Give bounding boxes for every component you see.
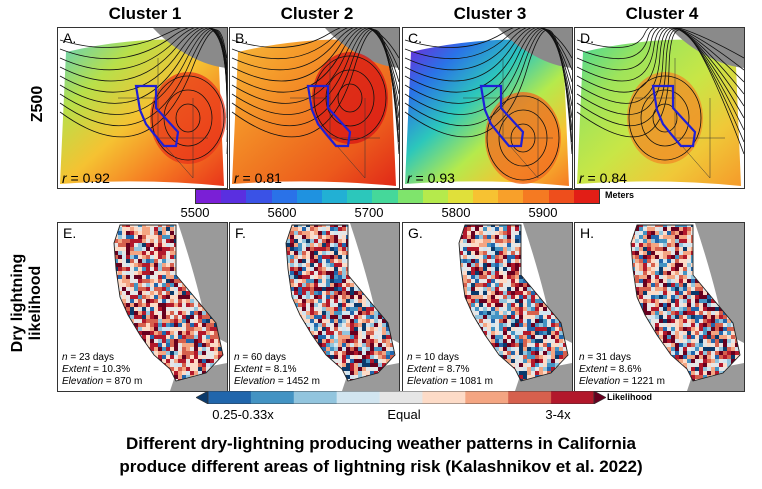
cluster-2-title: Cluster 2 xyxy=(280,4,354,23)
lightning-map-h xyxy=(575,223,744,391)
z500-colorbar xyxy=(195,189,600,204)
panel-stats: n = 60 days Extent = 8.1% Elevation = 14… xyxy=(234,352,320,387)
correlation-value: r = 0.81 xyxy=(234,170,282,186)
panel-label: F. xyxy=(235,225,246,241)
caption-line-2: produce different areas of lightning ris… xyxy=(119,457,643,476)
likelihood-high-label: 3-4x xyxy=(545,407,571,422)
lightning-panel-e: E. n = 23 days Extent = 10.3% Elevation … xyxy=(57,222,228,392)
z500-colorbar-swatch xyxy=(196,190,222,203)
z500-map-d xyxy=(576,28,744,187)
california-outline xyxy=(285,224,396,382)
california-outline xyxy=(651,84,697,148)
lightning-map-g xyxy=(403,223,572,391)
likelihood-mid-label: Equal xyxy=(387,407,421,422)
z500-panel-c: C. r = 0.93 xyxy=(402,27,573,189)
panel-label: E. xyxy=(63,225,77,241)
likelihood-colorbar-swatch xyxy=(465,391,509,404)
z500-row-label: Z500 xyxy=(29,85,46,123)
likelihood-colorbar-swatch xyxy=(250,391,295,404)
z500-colorbar-swatch xyxy=(246,190,272,203)
z500-colorbar-swatch xyxy=(347,190,373,203)
z500-map-c xyxy=(404,28,572,187)
panel-label: G. xyxy=(408,225,423,241)
z500-colorbar-swatch xyxy=(573,190,599,203)
z500-colorbar-swatch xyxy=(296,190,322,203)
lightning-row-label-line1: Dry lightning xyxy=(9,253,26,353)
z500-colorbar-swatch xyxy=(422,190,448,203)
cluster-3-title: Cluster 3 xyxy=(453,4,527,23)
z500-colorbar-unit: Meters xyxy=(605,190,635,200)
z500-tick: 5700 xyxy=(354,205,384,220)
lightning-panel-h: H. n = 31 days Extent = 8.6% Elevation =… xyxy=(574,222,745,392)
z500-colorbar-swatch xyxy=(321,190,348,203)
correlation-value: r = 0.84 xyxy=(579,170,627,186)
land-mask xyxy=(153,28,227,68)
cluster-1-title: Cluster 1 xyxy=(108,4,182,23)
correlation-value: r = 0.93 xyxy=(407,170,455,186)
land-mask xyxy=(523,223,572,343)
likelihood-colorbar-swatch xyxy=(422,391,466,404)
lightning-map-e xyxy=(58,223,227,391)
land-mask xyxy=(695,223,744,343)
correlation-value: r = 0.92 xyxy=(62,170,110,186)
panel-label: B. xyxy=(235,30,249,46)
lightning-map-f xyxy=(230,223,399,391)
z500-map-a xyxy=(59,28,227,187)
z500-colorbar-swatch xyxy=(271,190,297,203)
z500-colorbar-swatch xyxy=(221,190,247,203)
z500-panel-b: B. r = 0.81 xyxy=(229,27,400,189)
z500-colorbar-swatch xyxy=(548,190,574,203)
likelihood-colorbar-swatch xyxy=(379,391,423,404)
likelihood-colorbar-swatch xyxy=(293,391,338,404)
z500-panel-a: A. r = 0.92 xyxy=(57,27,228,189)
likelihood-colorbar-swatch xyxy=(336,391,381,404)
z500-colorbar-swatch xyxy=(447,190,474,203)
figure-caption: Different dry-lightning producing weathe… xyxy=(0,432,762,478)
z500-colorbar-swatch xyxy=(473,190,499,203)
caption-line-1: Different dry-lightning producing weathe… xyxy=(125,434,637,453)
lightning-row-label-line2: likelihood xyxy=(27,265,44,341)
likelihood-colorbar-swatch xyxy=(208,391,252,404)
likelihood-colorbar-swatch xyxy=(508,391,552,404)
panel-stats: n = 10 days Extent = 8.7% Elevation = 10… xyxy=(407,352,493,387)
likelihood-colorbar-swatch xyxy=(551,391,595,404)
california-outline xyxy=(458,224,569,382)
panel-stats: n = 31 days Extent = 8.6% Elevation = 12… xyxy=(579,352,665,387)
california-outline xyxy=(306,84,352,148)
likelihood-colorbar-arrow-high xyxy=(593,391,606,404)
panel-label: D. xyxy=(580,30,594,46)
likelihood-colorbar xyxy=(196,391,606,404)
likelihood-low-label: 0.25-0.33x xyxy=(212,407,274,422)
lightning-row-label: Dry lightning likelihood xyxy=(9,248,45,358)
likelihood-colorbar-arrow-low xyxy=(196,391,209,404)
z500-colorbar-swatch xyxy=(397,190,423,203)
z500-colorbar-swatch xyxy=(372,190,398,203)
z500-colorbar-swatch xyxy=(523,190,549,203)
california-outline xyxy=(134,84,180,148)
cluster-4-title: Cluster 4 xyxy=(625,4,699,23)
z500-tick: 5600 xyxy=(267,205,297,220)
lightning-panel-g: G. n = 10 days Extent = 8.7% Elevation =… xyxy=(402,222,573,392)
lightning-panel-f: F. n = 60 days Extent = 8.1% Elevation =… xyxy=(229,222,400,392)
z500-tick: 5500 xyxy=(180,205,210,220)
panel-stats: n = 23 days Extent = 10.3% Elevation = 8… xyxy=(62,352,143,387)
california-outline xyxy=(630,224,741,382)
land-mask xyxy=(350,223,399,343)
z500-map-b xyxy=(231,28,399,187)
land-mask xyxy=(178,223,227,343)
panel-label: C. xyxy=(408,30,422,46)
panel-label: A. xyxy=(63,30,77,46)
z500-tick: 5800 xyxy=(441,205,471,220)
california-outline xyxy=(479,84,525,148)
california-outline xyxy=(113,224,224,382)
panel-label: H. xyxy=(580,225,594,241)
z500-tick: 5900 xyxy=(528,205,558,220)
z500-panel-d: D. r = 0.84 xyxy=(574,27,745,189)
z500-colorbar-swatch xyxy=(498,190,524,203)
likelihood-colorbar-unit: Likelihood xyxy=(607,392,652,402)
